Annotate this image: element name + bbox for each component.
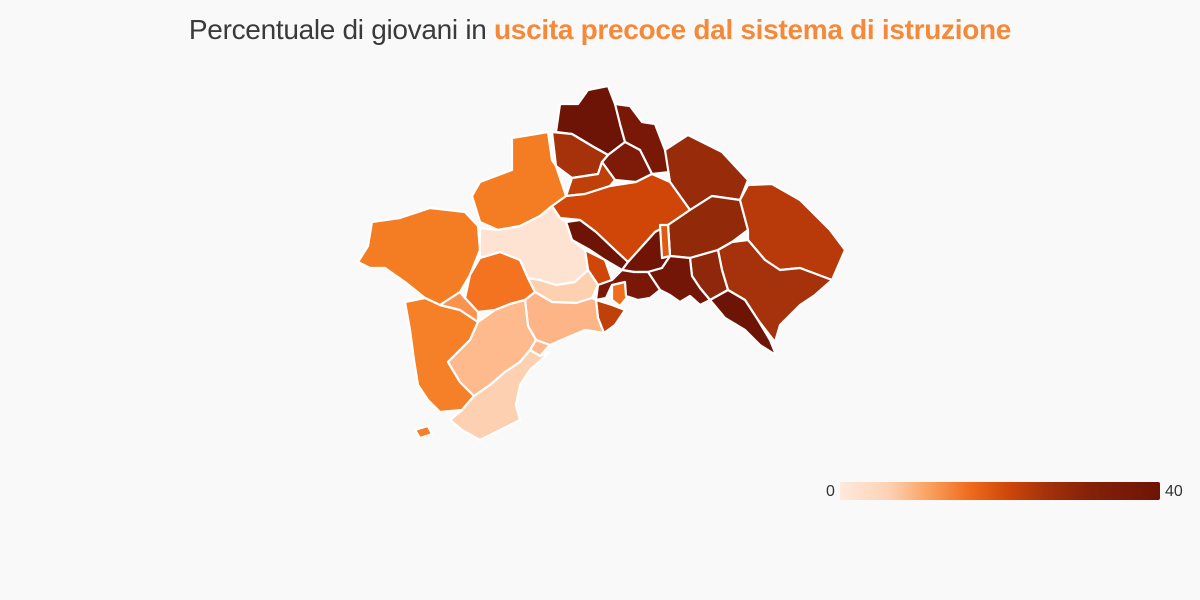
title-prefix: Percentuale di giovani in [188,14,494,45]
map-title: Percentuale di giovani in uscita precoce… [0,14,1200,46]
district-northwest-2[interactable] [356,206,482,307]
district-vomero[interactable] [478,204,590,287]
district-center-8[interactable] [658,223,672,260]
district-posillipo[interactable] [448,348,552,442]
color-legend: 0 40 [820,480,1190,504]
legend-min-label: 0 [826,483,835,500]
district-fuorigrotta[interactable] [438,290,480,324]
legend-gradient-bar [840,482,1160,500]
district-east-4[interactable] [708,288,778,357]
district-islet[interactable] [413,424,434,440]
legend-max-label: 40 [1165,483,1183,500]
district-center-7[interactable] [594,268,662,302]
title-highlight: uscita precoce dal sistema di istruzione [494,14,1012,45]
